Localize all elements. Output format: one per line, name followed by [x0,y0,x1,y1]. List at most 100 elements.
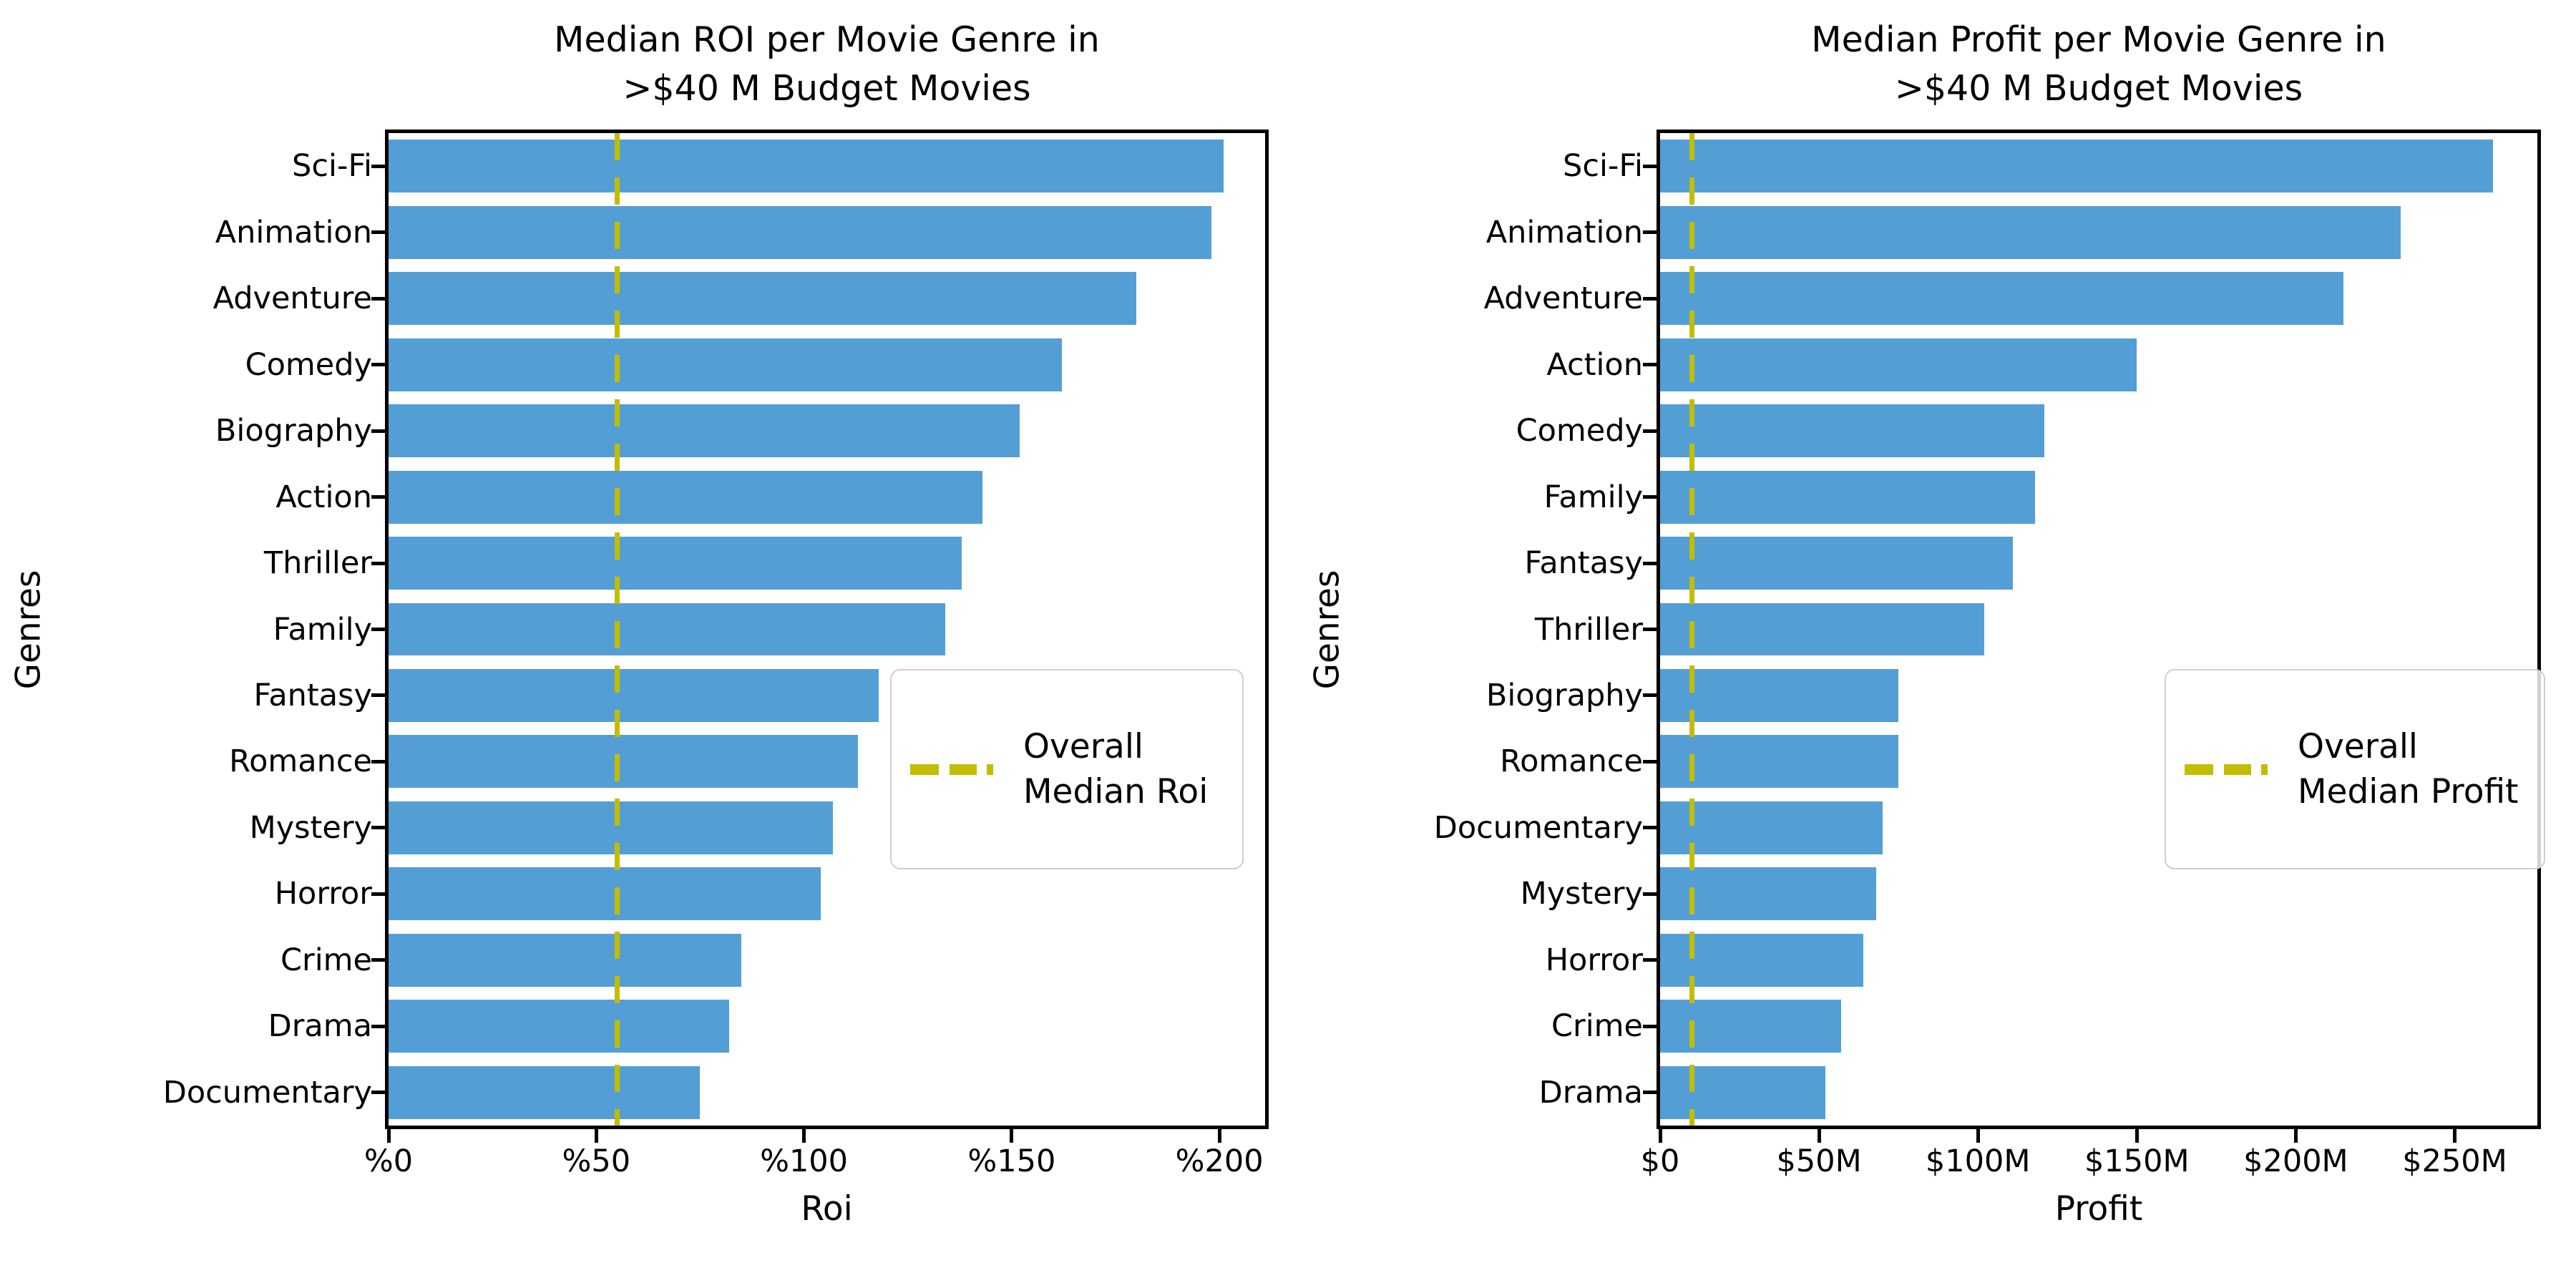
profit-chart-title-line2: >$40 M Budget Movies [1894,68,2303,109]
y-tick [1643,693,1657,698]
x-tick [1658,1129,1662,1143]
profit-chart-title-line1: Median Profit per Movie Genre in [1811,19,2386,60]
profit-x-axis-label: Profit [2054,1189,2143,1229]
x-tick-label: %50 [562,1143,631,1179]
y-tick [1643,561,1657,565]
bar-action [389,470,983,524]
bar-animation [389,205,1211,259]
y-tick-label: Comedy [245,346,372,383]
y-tick-label: Family [1543,479,1643,515]
bar-comedy [389,338,1062,391]
median-profit-dash-icon [2185,763,2276,775]
y-tick [371,561,385,565]
y-tick-label: Sci-Fi [292,148,372,185]
profit-chart-title: Median Profit per Movie Genre in >$40 M … [1660,16,2537,113]
y-tick [1643,826,1657,830]
bar-adventure [1660,272,2344,326]
bar-adventure [389,272,1137,326]
bar-sci-fi [389,140,1224,193]
roi-chart-title-line1: Median ROI per Movie Genre in [554,19,1100,60]
bar-comedy [1660,404,2045,458]
x-tick-label: $50M [1776,1143,1862,1179]
y-tick-label: Drama [1538,1074,1643,1111]
y-tick [371,296,385,301]
bar-action [1660,338,2137,391]
y-tick [1643,230,1657,235]
y-tick [1643,495,1657,499]
x-tick-label: $200M [2243,1143,2348,1179]
y-tick-label: Biography [1485,677,1643,713]
y-tick-label: Adventure [1483,280,1643,317]
y-tick-label: Crime [1551,1008,1643,1045]
y-tick [371,958,385,962]
bar-romance [1660,735,1899,789]
y-tick-label: Animation [1485,214,1643,250]
x-tick [2135,1129,2139,1143]
y-tick [371,495,385,499]
overall-median-line [614,133,620,1126]
bar-mystery [389,801,834,854]
y-tick [371,363,385,367]
y-tick [371,230,385,235]
x-tick-label: $250M [2402,1143,2507,1179]
bar-drama [1660,1065,1825,1119]
y-tick-label: Crime [280,942,372,978]
profit-plot-area [1657,130,2541,1129]
bar-horror [389,867,821,921]
y-tick [371,759,385,763]
bar-mystery [1660,867,1877,921]
y-tick-label: Horror [274,876,372,912]
x-tick [2453,1129,2457,1143]
y-tick-label: Fantasy [253,677,372,713]
y-tick [1643,1024,1657,1028]
y-tick-label: Biography [215,413,372,449]
x-tick [2293,1129,2298,1143]
roi-y-axis-label: Genres [9,570,49,690]
bar-thriller [389,537,962,590]
x-tick [594,1129,598,1143]
y-tick-label: Comedy [1516,413,1643,449]
bar-animation [1660,205,2401,259]
x-tick [1817,1129,1821,1143]
roi-plot-area [385,130,1269,1129]
y-tick-label: Action [1546,346,1643,383]
y-tick-label: Fantasy [1524,545,1643,582]
y-tick-label: Romance [229,743,372,780]
y-tick-label: Horror [1545,942,1643,978]
roi-legend: Overall Median Roi [890,669,1244,869]
y-tick-label: Mystery [1520,876,1643,912]
x-tick-label: $100M [1925,1143,2031,1179]
x-tick-label: $150M [2084,1143,2190,1179]
y-tick-label: Mystery [249,809,372,846]
x-tick [802,1129,806,1143]
y-tick [1643,628,1657,631]
bar-biography [389,404,1020,458]
bar-family [1660,470,2036,524]
x-tick [386,1129,391,1143]
y-tick [371,429,385,433]
x-tick [1976,1129,1980,1143]
roi-legend-label-line2: Median Roi [1023,772,1209,811]
y-tick-label: Romance [1500,743,1643,780]
overall-median-line [1689,133,1694,1126]
y-tick [1643,296,1657,301]
bar-family [389,602,945,656]
y-tick [371,1091,385,1095]
y-tick-label: Drama [268,1008,372,1045]
profit-legend-label-line1: Overall [2298,727,2418,766]
y-tick-label: Thriller [263,545,372,582]
bar-documentary [1660,801,1883,854]
y-tick [371,628,385,631]
y-tick-label: Documentary [162,1074,372,1111]
y-tick-label: Sci-Fi [1563,148,1643,185]
y-tick [1643,164,1657,168]
y-tick [1643,958,1657,962]
profit-legend-label-line2: Median Profit [2298,772,2519,811]
y-tick [371,1024,385,1028]
y-tick [371,892,385,896]
x-tick-label: %200 [1175,1143,1264,1179]
y-tick-label: Action [275,479,372,515]
x-tick-label: $0 [1640,1143,1680,1179]
y-tick-label: Adventure [213,280,372,317]
y-tick [1643,759,1657,763]
